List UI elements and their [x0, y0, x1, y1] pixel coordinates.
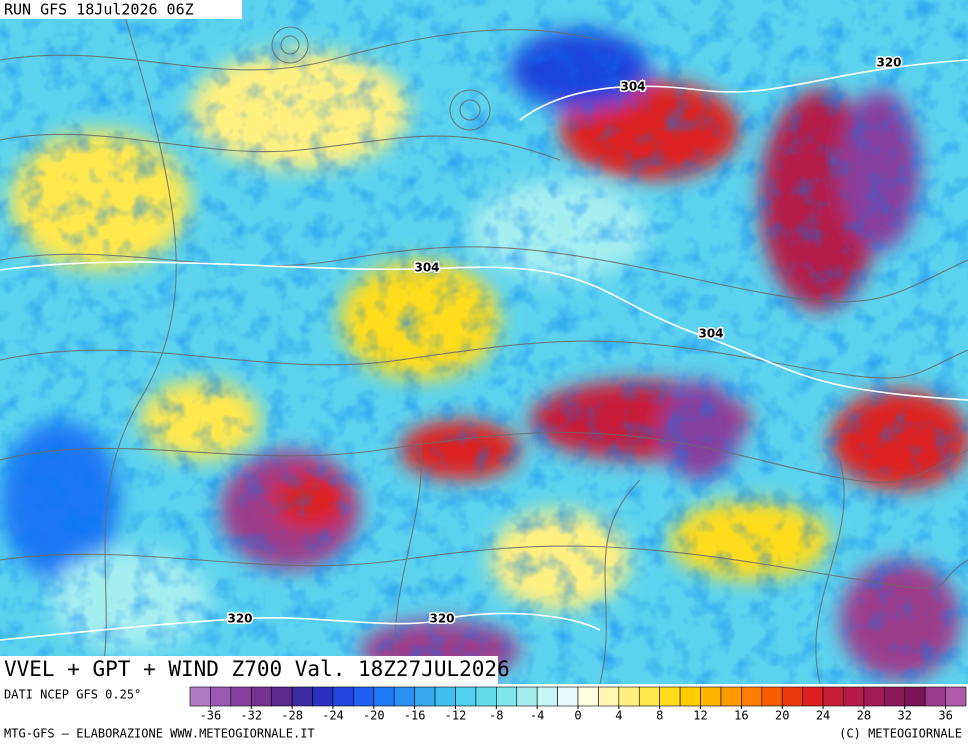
colorbar-swatch: [516, 686, 538, 707]
colorbar-tick-label: 0: [574, 709, 581, 723]
gpt-contours: [0, 59, 968, 641]
colorbar-tick-label: 32: [898, 709, 912, 723]
colorbar-swatch: [230, 686, 252, 707]
colorbar-swatch: [434, 686, 456, 707]
contour-labels: 304 304 304 320 320 320: [226, 54, 903, 627]
wind-streamlines: [0, 0, 968, 684]
colorbar-swatch: [332, 686, 354, 707]
colorbar-swatch: [393, 686, 415, 707]
run-label: RUN GFS 18Jul2026 06Z: [4, 1, 194, 19]
colorbar-swatch: [210, 686, 232, 707]
colorbar-swatch: [577, 686, 599, 707]
colorbar-swatch: [741, 686, 763, 707]
colorbar-swatch: [945, 686, 967, 707]
colorbar: -36 -32 -28 -24 -20 -16 -12 -8 -4 0 4 8 12 16 20 24 28 32…: [189, 686, 967, 723]
colorbar-tick-label: -36: [200, 709, 222, 723]
colorbar-tick-label: -24: [322, 709, 344, 723]
contour-label: 304: [414, 261, 439, 275]
colorbar-swatch: [496, 686, 518, 707]
colorbar-swatch: [475, 686, 497, 707]
colorbar-tick-label: 28: [857, 709, 871, 723]
contour-label: 320: [429, 612, 454, 626]
colorbar-swatch: [291, 686, 313, 707]
colorbar-swatch: [924, 686, 946, 707]
colorbar-swatch: [638, 686, 660, 707]
colorbar-swatch: [557, 686, 579, 707]
colorbar-swatch: [863, 686, 885, 707]
colorbar-swatch: [414, 686, 436, 707]
colorbar-tick-label: 20: [775, 709, 789, 723]
colorbar-swatch: [781, 686, 803, 707]
colorbar-swatch: [618, 686, 640, 707]
colorbar-swatch: [761, 686, 783, 707]
colorbar-tick-label: -20: [363, 709, 385, 723]
colorbar-swatch: [700, 686, 722, 707]
colorbar-swatch: [720, 686, 742, 707]
run-box: [0, 0, 242, 19]
colorbar-swatch: [536, 686, 558, 707]
colorbar-swatch: [353, 686, 375, 707]
contour-label: 304: [698, 327, 723, 341]
colorbar-swatch: [679, 686, 701, 707]
colorbar-swatch: [659, 686, 681, 707]
colorbar-swatch: [598, 686, 620, 707]
colorbar-tick-label: -4: [530, 709, 544, 723]
data-source: DATI NCEP GFS 0.25°: [4, 688, 141, 702]
title-box: [0, 656, 498, 684]
colorbar-tick-label: -8: [489, 709, 503, 723]
colorbar-swatch: [189, 686, 211, 707]
footer-right: (C) METEOGIORNALE: [839, 727, 962, 741]
colorbar-swatch: [250, 686, 272, 707]
colorbar-tick-label: -12: [445, 709, 467, 723]
colorbar-tick-label: 36: [938, 709, 952, 723]
colorbar-swatch: [802, 686, 824, 707]
contour-label: 320: [876, 56, 901, 70]
map-title: VVEL + GPT + WIND Z700 Val. 18Z27JUL2026: [4, 657, 510, 681]
colorbar-swatch: [904, 686, 926, 707]
colorbar-tick-label: 16: [734, 709, 748, 723]
colorbar-swatch: [373, 686, 395, 707]
map-field: [0, 0, 968, 684]
colorbar-swatch: [312, 686, 334, 707]
colorbar-tick-label: -32: [240, 709, 262, 723]
colorbar-swatch: [884, 686, 906, 707]
colorbar-tick-label: 8: [656, 709, 663, 723]
colorbar-tick-label: 12: [693, 709, 707, 723]
colorbar-swatch: [822, 686, 844, 707]
colorbar-swatch: [271, 686, 293, 707]
colorbar-swatch: [843, 686, 865, 707]
colorbar-swatch: [455, 686, 477, 707]
colorbar-tick-label: -16: [404, 709, 426, 723]
colorbar-tick-label: 4: [615, 709, 622, 723]
colorbar-tick-label: 24: [816, 709, 830, 723]
contour-label: 320: [227, 612, 252, 626]
contour-label: 304: [620, 80, 645, 94]
colorbar-tick-label: -28: [281, 709, 303, 723]
footer-left: MTG-GFS — ELABORAZIONE WWW.METEOGIORNALE…: [4, 727, 315, 741]
